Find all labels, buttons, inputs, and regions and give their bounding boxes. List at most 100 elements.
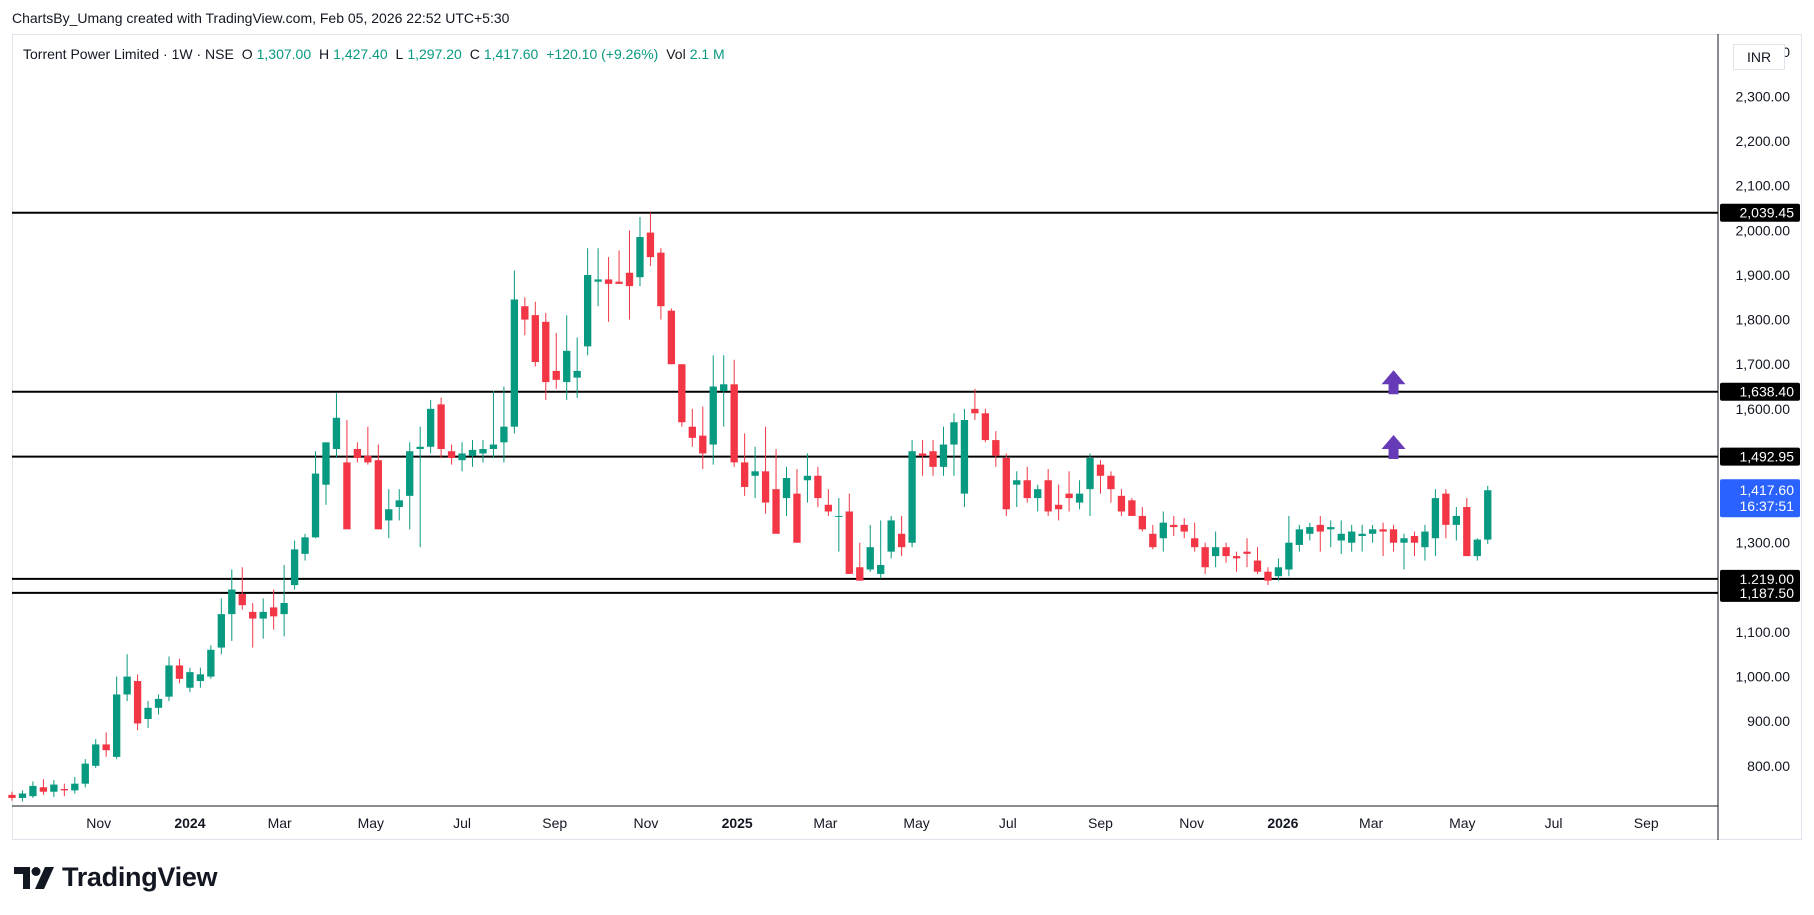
- candle[interactable]: [1159, 511, 1167, 552]
- candle[interactable]: [1421, 524, 1429, 561]
- candle[interactable]: [196, 667, 205, 688]
- candle[interactable]: [1149, 524, 1157, 550]
- candle[interactable]: [1389, 524, 1398, 552]
- candle[interactable]: [510, 270, 519, 434]
- candle[interactable]: [322, 442, 330, 505]
- candle[interactable]: [489, 390, 498, 458]
- candle[interactable]: [479, 440, 487, 463]
- candle[interactable]: [845, 493, 853, 574]
- up-arrow-icon[interactable]: [1381, 370, 1406, 395]
- candle[interactable]: [39, 779, 48, 795]
- candle[interactable]: [761, 426, 770, 514]
- candle[interactable]: [835, 498, 843, 552]
- candle[interactable]: [343, 420, 351, 530]
- candle[interactable]: [929, 440, 937, 476]
- candle[interactable]: [437, 397, 445, 458]
- candle[interactable]: [667, 308, 676, 365]
- candle[interactable]: [311, 451, 320, 539]
- candle[interactable]: [1065, 471, 1073, 512]
- candle[interactable]: [1117, 489, 1126, 516]
- candle[interactable]: [740, 433, 749, 496]
- candle[interactable]: [563, 315, 571, 400]
- candle[interactable]: [500, 386, 508, 463]
- candle[interactable]: [18, 790, 27, 802]
- candle[interactable]: [960, 408, 969, 508]
- candle[interactable]: [688, 408, 696, 447]
- candle[interactable]: [144, 701, 152, 728]
- candle[interactable]: [1180, 518, 1188, 539]
- candle[interactable]: [175, 658, 184, 684]
- candle[interactable]: [1316, 515, 1324, 552]
- candle[interactable]: [1306, 522, 1314, 541]
- currency-selector[interactable]: INR: [1733, 44, 1785, 70]
- candle[interactable]: [290, 540, 299, 590]
- candle[interactable]: [81, 759, 89, 788]
- candle[interactable]: [1473, 538, 1481, 561]
- candle[interactable]: [803, 453, 812, 503]
- candle[interactable]: [678, 364, 686, 427]
- candle[interactable]: [1358, 524, 1366, 552]
- candle[interactable]: [730, 359, 738, 467]
- candle[interactable]: [971, 388, 979, 420]
- candle[interactable]: [1337, 520, 1345, 554]
- candle[interactable]: [8, 791, 16, 801]
- candle[interactable]: [1023, 466, 1031, 503]
- up-arrow-icon[interactable]: [1381, 435, 1406, 460]
- candle[interactable]: [154, 694, 163, 715]
- candle[interactable]: [1107, 471, 1115, 503]
- candle[interactable]: [1096, 460, 1105, 494]
- candle[interactable]: [657, 248, 665, 320]
- candle[interactable]: [1431, 489, 1440, 557]
- candle[interactable]: [71, 776, 79, 794]
- candle[interactable]: [856, 542, 864, 581]
- candle[interactable]: [573, 337, 581, 398]
- candle[interactable]: [1191, 522, 1199, 552]
- candle[interactable]: [542, 312, 550, 400]
- candle[interactable]: [1222, 542, 1230, 563]
- candle[interactable]: [615, 250, 623, 284]
- candle[interactable]: [249, 602, 257, 648]
- candle[interactable]: [112, 676, 121, 760]
- candle[interactable]: [1348, 524, 1356, 552]
- candle[interactable]: [1442, 489, 1450, 539]
- candle[interactable]: [165, 656, 173, 702]
- candle[interactable]: [1044, 469, 1052, 516]
- candle[interactable]: [604, 257, 613, 322]
- candle[interactable]: [1243, 538, 1251, 568]
- candle[interactable]: [1285, 515, 1293, 577]
- candle[interactable]: [1170, 515, 1178, 537]
- candle[interactable]: [636, 216, 644, 287]
- candle[interactable]: [772, 449, 780, 534]
- candle[interactable]: [1086, 453, 1094, 516]
- candle[interactable]: [1295, 524, 1304, 552]
- candle[interactable]: [1211, 531, 1220, 568]
- candle[interactable]: [594, 248, 602, 307]
- candle[interactable]: [908, 440, 916, 548]
- candle[interactable]: [60, 783, 68, 797]
- candle[interactable]: [102, 732, 110, 757]
- candle[interactable]: [468, 440, 477, 467]
- candle[interactable]: [447, 444, 456, 465]
- candle[interactable]: [1253, 547, 1262, 574]
- candle[interactable]: [751, 446, 759, 499]
- candle[interactable]: [1075, 480, 1084, 510]
- symbol-title[interactable]: Torrent Power Limited · 1W · NSE: [23, 46, 234, 62]
- candle[interactable]: [238, 567, 246, 610]
- candle[interactable]: [1128, 498, 1136, 516]
- candle[interactable]: [1232, 551, 1241, 572]
- candle[interactable]: [374, 444, 382, 530]
- candle[interactable]: [186, 667, 194, 693]
- candle[interactable]: [301, 533, 309, 561]
- candle[interactable]: [918, 440, 927, 476]
- candle[interactable]: [50, 780, 58, 798]
- candle[interactable]: [552, 332, 560, 389]
- candle[interactable]: [1274, 558, 1283, 581]
- candle[interactable]: [981, 408, 990, 443]
- candle[interactable]: [1400, 533, 1408, 570]
- candle[interactable]: [385, 489, 393, 539]
- candle[interactable]: [259, 598, 267, 639]
- candle[interactable]: [217, 598, 225, 655]
- candle[interactable]: [782, 466, 791, 516]
- candle[interactable]: [992, 431, 1000, 467]
- candle[interactable]: [1379, 522, 1387, 557]
